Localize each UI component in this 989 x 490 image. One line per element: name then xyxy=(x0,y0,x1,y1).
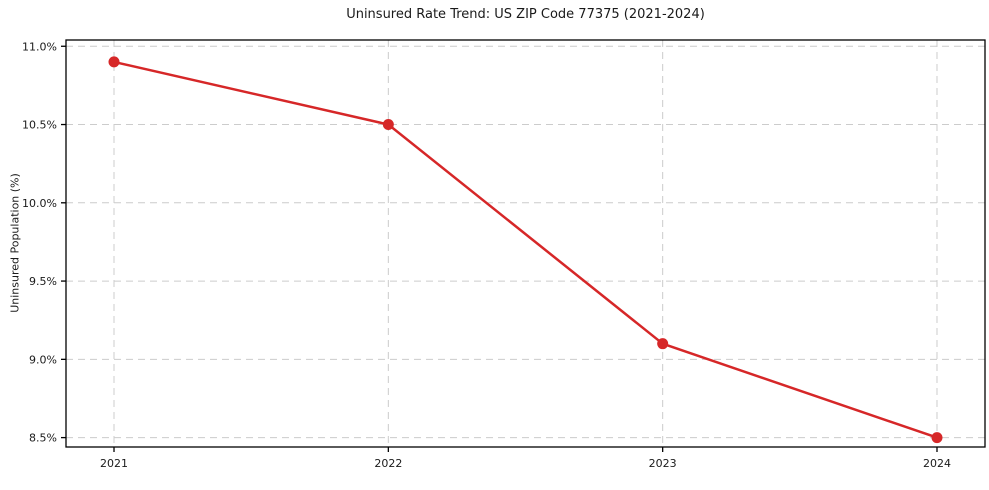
trend-line xyxy=(112,60,939,439)
data-point xyxy=(657,338,669,350)
plot-border xyxy=(65,39,986,448)
x-tick-label: 2021 xyxy=(100,457,128,470)
chart-title: Uninsured Rate Trend: US ZIP Code 77375 … xyxy=(346,7,705,22)
x-tick-label: 2023 xyxy=(649,457,677,470)
x-tick-label: 2024 xyxy=(923,457,951,470)
y-tick-label: 10.0% xyxy=(22,197,57,210)
x-tick-label: 2022 xyxy=(374,457,402,470)
y-tick-label: 8.5% xyxy=(29,432,57,445)
y-tick-label: 9.0% xyxy=(29,353,57,366)
data-point xyxy=(931,432,943,444)
y-tick-label: 10.5% xyxy=(22,119,57,132)
y-tick-label: 11.0% xyxy=(22,40,57,53)
data-point xyxy=(108,56,120,68)
y-tick-label: 9.5% xyxy=(29,275,57,288)
data-point xyxy=(382,119,394,131)
